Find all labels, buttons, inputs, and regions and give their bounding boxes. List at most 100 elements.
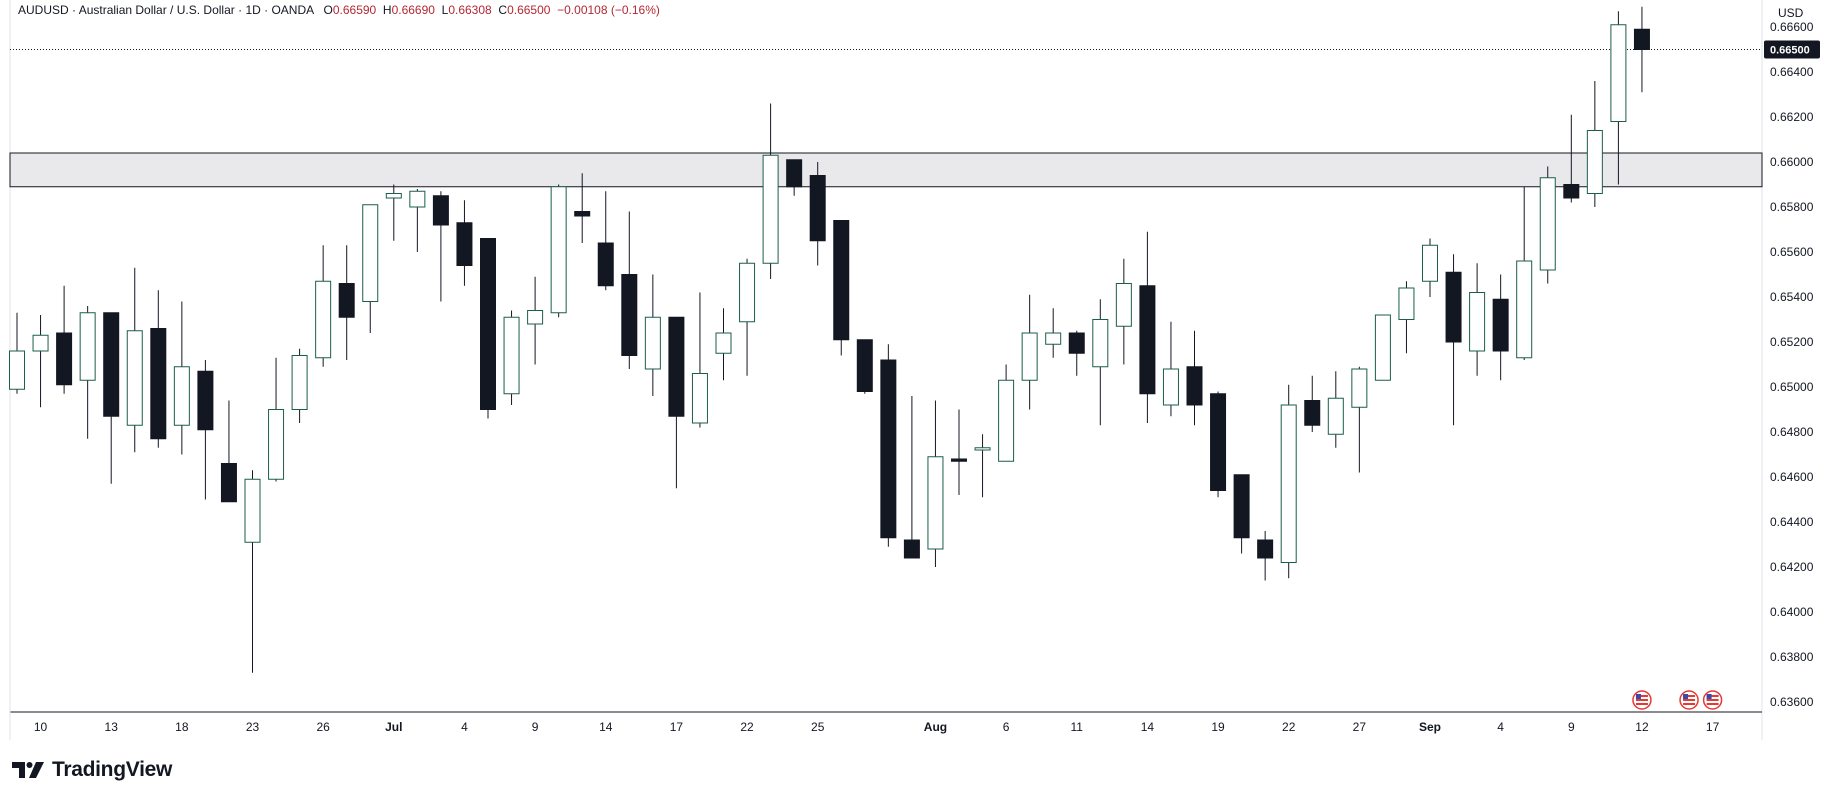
last-price-tag-label: 0.66500 — [1770, 45, 1810, 57]
candle — [621, 211, 638, 369]
candle-body — [1304, 400, 1321, 426]
legend-low-value: 0.66308 — [448, 3, 492, 17]
candle — [1210, 391, 1227, 498]
candle — [56, 285, 73, 394]
candle-body — [1115, 283, 1132, 327]
price-tick-label: 0.65400 — [1770, 290, 1814, 304]
time-tick-label: 6 — [1003, 720, 1010, 734]
legend-close-value: 0.66500 — [507, 3, 551, 17]
candle — [79, 306, 96, 439]
candle-body — [315, 280, 332, 359]
candle-body — [1610, 24, 1627, 122]
candle — [1398, 281, 1415, 354]
candle-body — [291, 355, 308, 410]
candle-body — [32, 334, 49, 352]
candle — [1186, 330, 1203, 426]
candles — [9, 6, 1650, 673]
time-tick-label: Aug — [924, 720, 947, 734]
flag-stripe — [1683, 695, 1696, 697]
candle-body — [1186, 366, 1203, 406]
us-flag-icon — [1679, 690, 1699, 710]
price-tick-label: 0.66000 — [1770, 155, 1814, 169]
legend-close-label: C — [498, 3, 508, 17]
candle-body — [762, 154, 779, 264]
candle-body — [1516, 260, 1533, 359]
candle-body — [998, 379, 1015, 462]
time-tick-label: Sep — [1419, 720, 1441, 734]
legend-interval[interactable]: 1D — [245, 3, 261, 17]
candle — [1516, 186, 1533, 360]
candle-body — [691, 373, 708, 424]
candle — [786, 159, 803, 196]
candle — [1139, 231, 1156, 423]
legend-high-value: 0.66690 — [391, 3, 435, 17]
candle — [1115, 258, 1132, 365]
candle — [527, 276, 544, 365]
price-tick-label: 0.64600 — [1770, 470, 1814, 484]
candle — [197, 360, 214, 500]
currency-label[interactable]: USD — [1778, 6, 1804, 20]
candle-body — [1257, 539, 1274, 559]
candle — [974, 434, 991, 498]
legend-symbol[interactable]: AUDUSD — [18, 3, 69, 17]
candle-body — [456, 222, 473, 266]
candle — [1469, 263, 1486, 376]
candle-body — [79, 312, 96, 381]
candle — [597, 191, 614, 291]
time-tick-label: 13 — [105, 720, 119, 734]
us-flag-icon — [1632, 690, 1652, 710]
flag-stripe — [1635, 703, 1648, 705]
time-tick-label: 12 — [1635, 720, 1649, 734]
time-tick-label: 9 — [1568, 720, 1575, 734]
legend-open-label: O — [323, 3, 333, 17]
candle — [951, 409, 967, 495]
candle-body — [1586, 130, 1603, 194]
candle-body — [1280, 404, 1297, 563]
candle-body — [385, 193, 402, 199]
candle — [739, 258, 756, 376]
flag-stripe — [1683, 699, 1696, 701]
candle — [315, 245, 332, 367]
time-tick-label: 27 — [1353, 720, 1367, 734]
candle-body — [480, 238, 496, 410]
candle-body — [1469, 292, 1486, 352]
candle — [550, 184, 567, 318]
time-tick-label: 22 — [740, 720, 754, 734]
candle — [1351, 366, 1368, 473]
price-tick-label: 0.66400 — [1770, 65, 1814, 79]
candle-body — [644, 316, 661, 370]
time-tick-label: 4 — [1497, 720, 1504, 734]
legend-high-label: H — [382, 3, 392, 17]
candle — [9, 312, 25, 394]
candle-body — [126, 330, 143, 426]
candle — [1374, 314, 1391, 381]
candle — [1021, 294, 1038, 410]
flag-stripe — [1683, 703, 1696, 705]
candle — [220, 400, 237, 503]
candle — [1563, 114, 1580, 203]
time-tick-label: 4 — [461, 720, 468, 734]
candle-body — [833, 220, 850, 341]
candle-body — [550, 186, 567, 314]
candle-body — [621, 274, 638, 356]
flag-stripe — [1706, 699, 1719, 701]
flag-stripe — [1706, 703, 1719, 705]
time-tick-label: 19 — [1211, 720, 1225, 734]
candle — [385, 184, 402, 241]
resistance-zone[interactable] — [9, 49, 1763, 188]
candle — [173, 301, 190, 455]
price-tick-label: 0.65200 — [1770, 335, 1814, 349]
candle — [927, 400, 944, 567]
time-tick-label: 25 — [811, 720, 825, 734]
candle-body — [951, 458, 967, 462]
candle — [856, 339, 873, 394]
time-tick-label: 23 — [246, 720, 260, 734]
candle — [1280, 384, 1297, 579]
flag-canton — [1706, 694, 1712, 699]
candle — [1162, 321, 1179, 417]
candle — [715, 308, 732, 381]
candle-body — [1021, 332, 1038, 381]
legend-change: −0.00108 (−0.16%) — [557, 3, 660, 17]
time-tick-label: 26 — [316, 720, 330, 734]
